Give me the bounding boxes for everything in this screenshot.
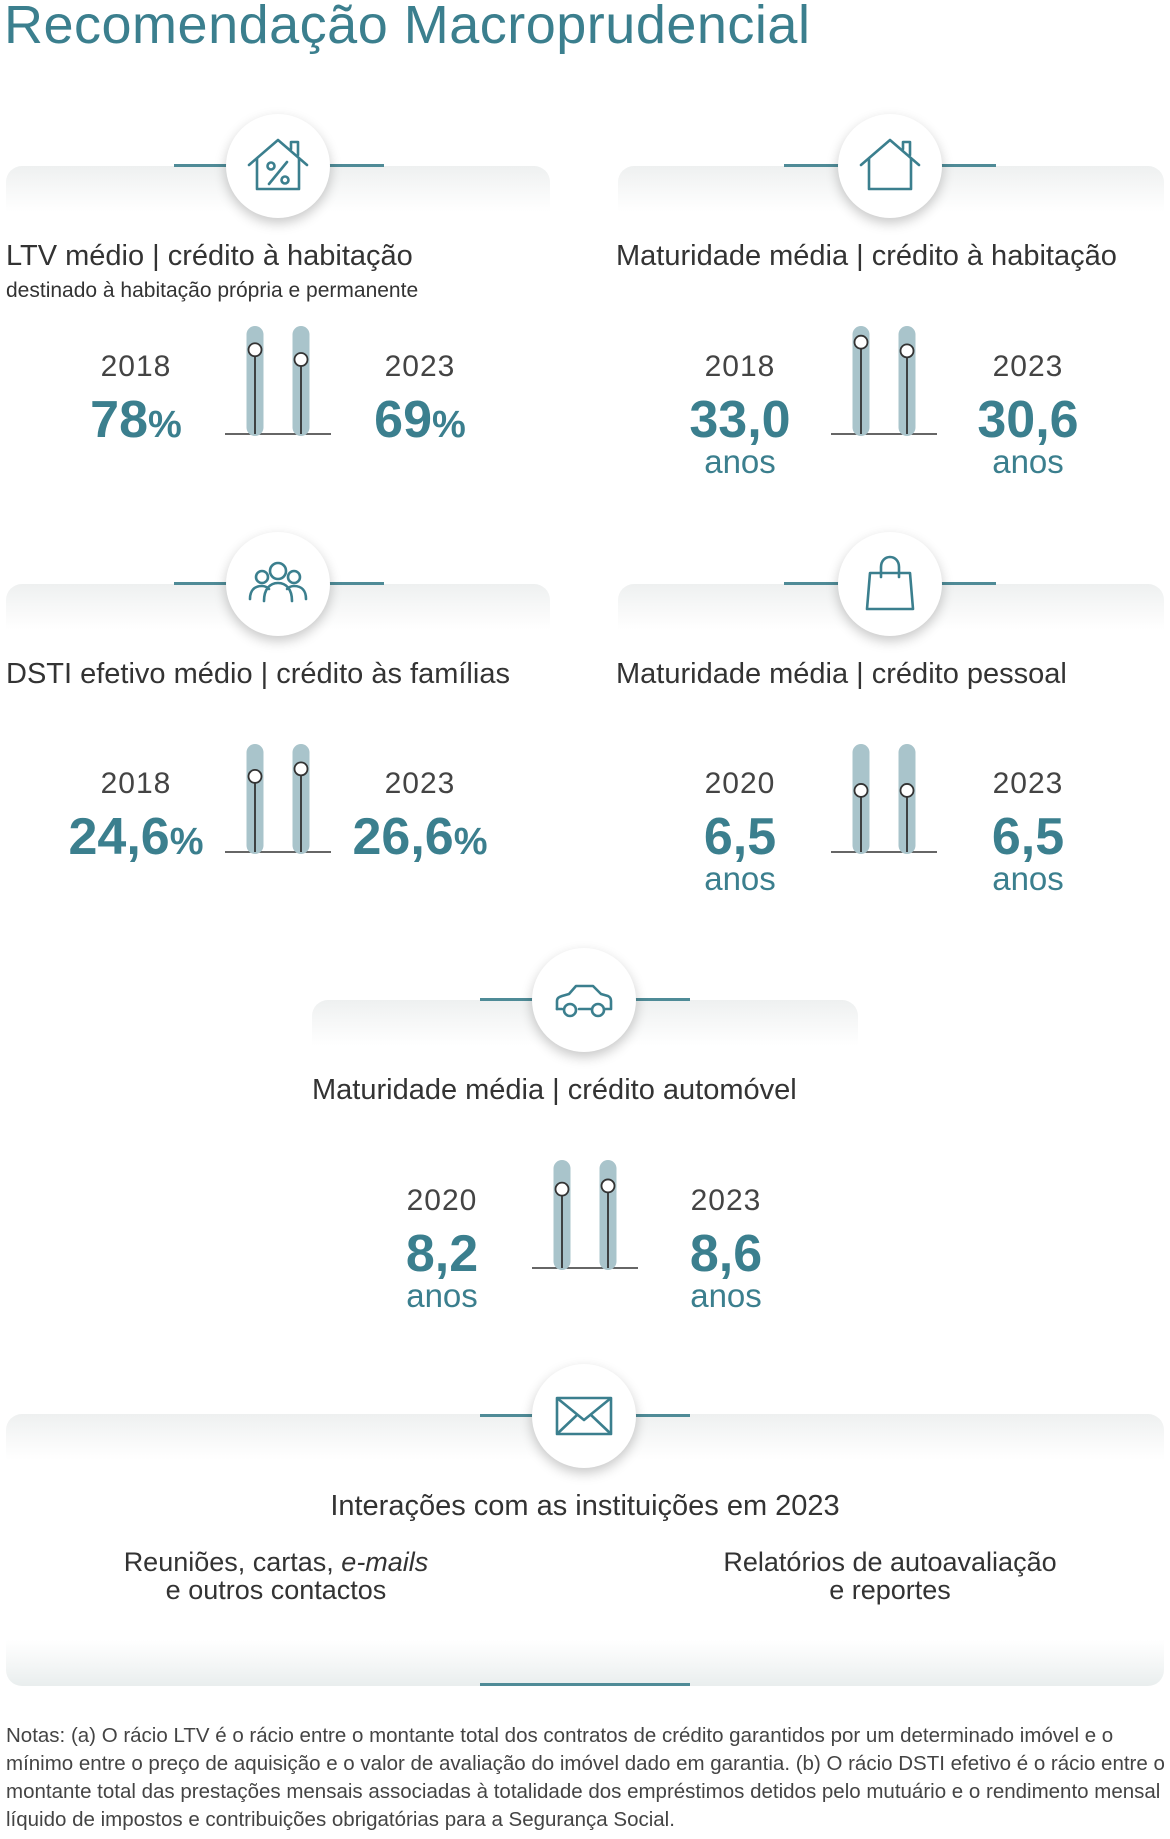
unit-right: anos xyxy=(992,443,1064,480)
people-icon xyxy=(226,532,330,636)
value-left: 78% xyxy=(90,391,182,449)
house-icon xyxy=(838,114,942,218)
year-left: 2018 xyxy=(100,767,172,800)
gauge-marker-right xyxy=(293,761,309,777)
house-percent-icon xyxy=(226,114,330,218)
value-right: 8,6 xyxy=(689,1225,763,1283)
year-right: 2023 xyxy=(384,767,456,800)
accent-line xyxy=(480,1683,690,1686)
gauge-chart xyxy=(831,744,937,854)
section-title: Maturidade média | crédito pessoal xyxy=(616,658,1067,690)
value-left: 33,0 xyxy=(689,391,791,449)
gauge-marker-right xyxy=(600,1178,616,1194)
gauge-marker-right xyxy=(899,783,915,798)
gauge-chart xyxy=(225,744,331,854)
panel-band-bottom xyxy=(6,1640,1164,1686)
gauge-chart xyxy=(532,1160,638,1270)
gauge-chart xyxy=(225,326,331,436)
value-left: 6,5 xyxy=(703,808,777,866)
unit-left: anos xyxy=(704,443,776,480)
car-icon xyxy=(532,948,636,1052)
year-left: 2020 xyxy=(704,767,776,800)
section-subtitle: destinado à habitação própria e permanen… xyxy=(6,279,419,302)
value-right: 30,6 xyxy=(977,391,1079,449)
unit-left: anos xyxy=(704,860,776,897)
value-right: 26,6% xyxy=(352,808,488,866)
gauge-marker-left xyxy=(853,334,869,350)
year-right: 2023 xyxy=(992,767,1064,800)
interactions-title: Interações com as instituições em 2023 xyxy=(330,1490,840,1522)
gauge-marker-right xyxy=(293,352,309,367)
envelope-icon xyxy=(532,1364,636,1468)
footnotes: Notas: (a) O rácio LTV é o rácio entre o… xyxy=(6,1724,1165,1831)
year-right: 2023 xyxy=(690,1184,762,1217)
gauge-marker-left xyxy=(247,769,263,784)
year-left: 2018 xyxy=(704,350,776,383)
interactions-item-meetings: Reuniões, cartas, e-mails e outros contac… xyxy=(123,1547,429,1605)
value-left: 24,6% xyxy=(68,808,204,866)
year-right: 2023 xyxy=(384,350,456,383)
interactions-item-reports: Relatórios de autoavaliação e reportes xyxy=(723,1547,1057,1605)
section-title: DSTI efetivo médio | crédito às famílias xyxy=(6,658,510,690)
section-title: Maturidade média | crédito automóvel xyxy=(312,1074,797,1106)
value-right: 6,5 xyxy=(991,808,1065,866)
value-left: 8,2 xyxy=(405,1225,479,1283)
gauge-marker-left xyxy=(247,342,263,358)
year-left: 2018 xyxy=(100,350,172,383)
gauge-marker-left xyxy=(554,1181,570,1197)
unit-right: anos xyxy=(992,860,1064,897)
year-right: 2023 xyxy=(992,350,1064,383)
gauge-marker-right xyxy=(899,343,915,359)
shopping-bag-icon xyxy=(838,532,942,636)
gauge-chart xyxy=(831,326,937,436)
value-right: 69% xyxy=(374,391,466,449)
gauge-marker-left xyxy=(853,783,869,798)
year-left: 2020 xyxy=(406,1184,478,1217)
unit-left: anos xyxy=(406,1277,478,1314)
section-title: Maturidade média | crédito à habitação xyxy=(616,240,1117,272)
page-title: Recomendação Macroprudencial xyxy=(4,0,811,55)
section-title: LTV médio | crédito à habitação xyxy=(6,240,413,272)
unit-right: anos xyxy=(690,1277,762,1314)
